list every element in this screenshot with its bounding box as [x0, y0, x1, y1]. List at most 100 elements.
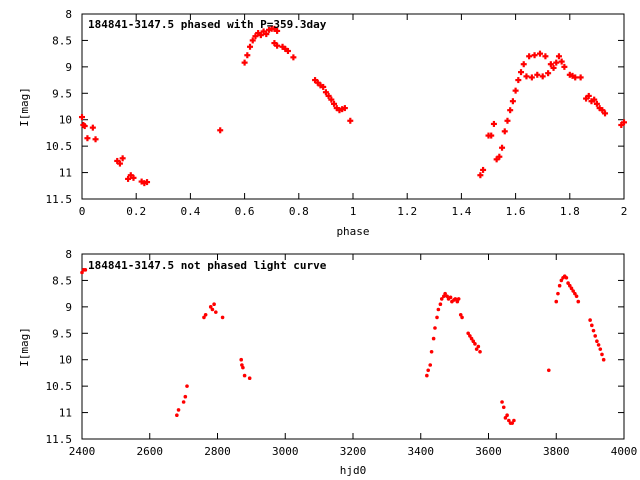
data-point [539, 73, 546, 80]
data-point [448, 295, 453, 300]
data-point [520, 61, 527, 68]
data-point [526, 53, 533, 60]
y-tick-label: 9.5 [52, 87, 72, 100]
data-point [507, 418, 511, 423]
y-tick-label: 11.5 [46, 193, 73, 206]
y-axis-label: I[mag] [18, 87, 31, 127]
data-point [595, 339, 599, 344]
data-point [593, 334, 598, 338]
data-point [214, 310, 218, 314]
data-point [249, 37, 256, 44]
x-tick-label: 0.2 [126, 205, 146, 218]
data-point [550, 64, 557, 71]
x-tick-label: 0.6 [235, 205, 255, 218]
x-tick-label: 3400 [408, 445, 435, 458]
data-point [212, 302, 216, 307]
data-point [510, 421, 515, 425]
data-point [596, 343, 601, 347]
data-point [341, 105, 348, 112]
data-point [505, 413, 509, 418]
x-tick-label: 0.4 [180, 205, 200, 218]
data-point [568, 283, 572, 288]
x-tick-label: 1.2 [397, 205, 417, 218]
data-point [438, 302, 443, 307]
data-point [130, 174, 137, 181]
data-point [556, 291, 560, 296]
data-point [445, 294, 449, 299]
data-point [453, 297, 458, 301]
x-tick-label: 3800 [543, 445, 570, 458]
plot-frame [81, 253, 625, 440]
data-point [599, 107, 606, 114]
data-point [210, 307, 215, 312]
data-point [456, 297, 461, 301]
data-point [598, 347, 603, 351]
data-point [426, 368, 431, 373]
data-point [469, 336, 474, 341]
data-point [590, 323, 594, 328]
data-point [347, 117, 354, 124]
data-point [488, 132, 495, 139]
data-point [458, 312, 463, 317]
data-point [496, 153, 503, 160]
data-point [176, 408, 181, 412]
data-point [325, 92, 332, 99]
data-point [274, 42, 281, 49]
data-point [499, 144, 506, 151]
data-point [528, 74, 535, 81]
data-point [257, 32, 264, 39]
chart-title: 184841-3147.5 not phased light curve [88, 259, 327, 272]
data-point [523, 73, 530, 80]
data-point [443, 291, 447, 296]
data-point [480, 166, 487, 173]
data-point [241, 59, 248, 66]
data-points [80, 268, 606, 425]
data-point [554, 299, 559, 304]
data-point [92, 136, 99, 143]
data-point [84, 135, 91, 142]
tick-labels: 2400 2600 2800 3000 3200 3400 3600 3800 4000 8 8.5… [46, 248, 638, 458]
y-tick-label: 9 [65, 301, 72, 314]
y-tick-label: 10 [59, 114, 72, 127]
x-tick-label: 3200 [340, 445, 367, 458]
data-point [471, 339, 476, 344]
data-point [547, 61, 554, 68]
axis-ticks [81, 253, 625, 440]
data-point [531, 52, 538, 59]
tick-labels: 0 0.2 0.4 0.6 0.8 1 1.2 1.4 1.6 1.8 2 8 8.5 9 9.5 10 10.… [46, 8, 628, 218]
x-tick-label: 1.6 [506, 205, 526, 218]
data-point [542, 53, 549, 60]
x-tick-label: 1 [350, 205, 357, 218]
data-point [561, 63, 568, 70]
data-point [431, 336, 436, 341]
data-point [509, 98, 516, 105]
data-point [621, 119, 627, 126]
data-point [428, 363, 433, 367]
data-point [591, 96, 598, 103]
x-tick-label: 2800 [204, 445, 231, 458]
data-point [515, 77, 522, 84]
data-point [473, 342, 477, 346]
data-point [474, 347, 479, 351]
data-point [566, 281, 570, 285]
data-point [600, 352, 604, 357]
data-point [557, 283, 562, 288]
data-point [468, 334, 472, 338]
data-point [83, 268, 88, 272]
data-point [476, 344, 481, 349]
data-point [518, 69, 525, 76]
data-point [242, 373, 247, 378]
data-point [591, 328, 596, 333]
data-point [466, 331, 470, 336]
y-tick-label: 8 [65, 8, 72, 21]
data-point [569, 286, 574, 291]
data-point [436, 307, 441, 312]
data-point [203, 312, 208, 317]
data-point [602, 110, 609, 117]
data-points [79, 25, 627, 187]
y-tick-label: 8.5 [52, 274, 72, 287]
data-point [441, 294, 446, 299]
data-point [79, 114, 85, 121]
y-tick-label: 11.5 [46, 433, 73, 446]
data-point [274, 27, 281, 34]
